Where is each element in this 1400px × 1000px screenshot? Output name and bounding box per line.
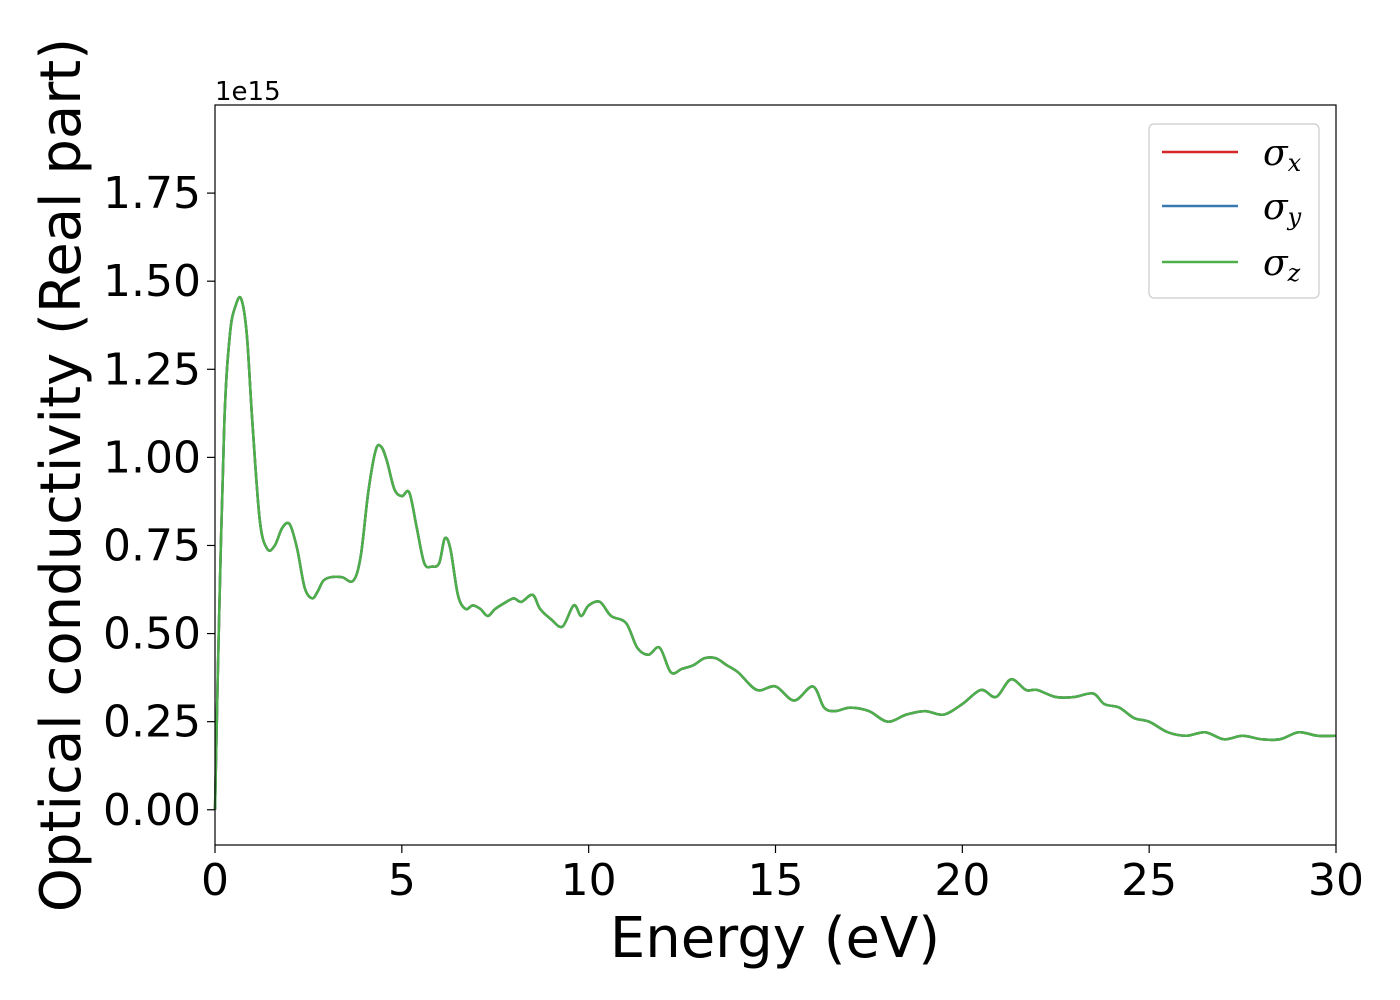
x-tick-label: 30 [1308, 855, 1364, 906]
y-tick-label: 0.00 [103, 785, 201, 836]
x-tick-label: 5 [388, 855, 416, 906]
y-tick-label: 1.25 [103, 344, 201, 395]
y-tick-label: 1.75 [103, 168, 201, 219]
y-tick-label: 0.25 [103, 697, 201, 748]
y-tick-label: 1.00 [103, 432, 201, 483]
legend-label-sigma-y: σy [1263, 187, 1302, 231]
y-tick-label: 1.50 [103, 256, 201, 307]
legend: σx σy σz [1148, 123, 1320, 299]
line-sigma-z [213, 295, 1337, 810]
x-tick-label: 25 [1121, 855, 1177, 906]
x-axis-ticks: 0 5 10 15 20 25 30 [201, 845, 1364, 906]
y-tick-label: 0.75 [103, 520, 201, 571]
legend-box [1148, 123, 1320, 299]
legend-label-sigma-x: σx [1263, 133, 1302, 177]
y-axis-label: Optical conductivity (Real part) [29, 38, 94, 912]
legend-label-sigma-z: σz [1263, 243, 1301, 287]
x-tick-label: 10 [561, 855, 617, 906]
x-axis-label: Energy (eV) [610, 906, 940, 971]
y-offset-label: 1e15 [215, 77, 281, 107]
plot-lines [213, 295, 1337, 810]
x-tick-label: 0 [201, 855, 229, 906]
x-tick-label: 15 [748, 855, 804, 906]
x-tick-label: 20 [934, 855, 990, 906]
y-axis-ticks: 0.00 0.25 0.50 0.75 1.00 1.25 1.50 1.75 [103, 168, 215, 836]
y-tick-label: 0.50 [103, 609, 201, 660]
